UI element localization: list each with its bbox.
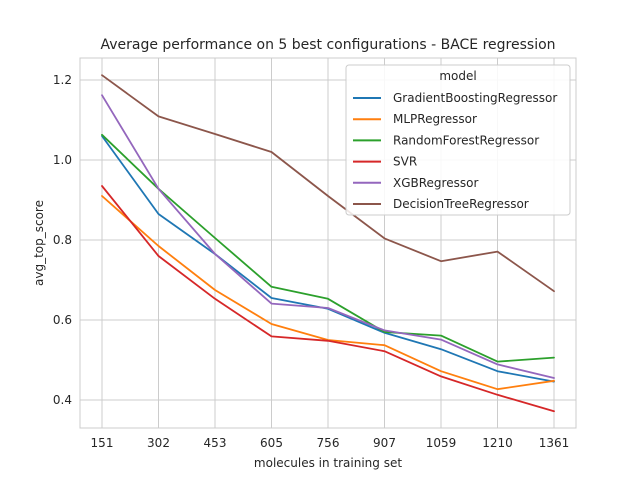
legend-label: XGBRegressor — [393, 176, 478, 190]
x-axis-label: molecules in training set — [254, 456, 402, 470]
chart-title: Average performance on 5 best configurat… — [100, 37, 555, 53]
x-axis-ticks: 151 302 453 605 756 907 1059 1210 1361 — [91, 436, 570, 450]
series-line-svr — [101, 185, 555, 413]
series-layer — [101, 74, 555, 413]
x-tick-label: 605 — [260, 436, 283, 450]
legend-item: XGBRegressor — [353, 176, 478, 190]
x-tick-label: 1059 — [426, 436, 457, 450]
legend-item: MLPRegressor — [353, 112, 477, 126]
legend-item: GradientBoostingRegressor — [353, 91, 557, 105]
legend-item: SVR — [353, 155, 417, 169]
legend-box — [345, 64, 571, 216]
y-tick-label: 1.2 — [53, 73, 72, 87]
legend-item: DecisionTreeRegressor — [353, 197, 529, 211]
y-tick-label: 0.6 — [53, 313, 72, 327]
legend-label: RandomForestRegressor — [393, 133, 539, 147]
y-tick-label: 1.0 — [53, 153, 72, 167]
x-tick-label: 907 — [373, 436, 396, 450]
y-tick-label: 0.8 — [53, 233, 72, 247]
x-tick-label: 756 — [317, 436, 340, 450]
series-line-randomforestregressor — [101, 133, 555, 363]
x-tick-label: 302 — [147, 436, 170, 450]
legend-item: RandomForestRegressor — [353, 133, 539, 147]
legend: model GradientBoostingRegressor MLPRegres… — [345, 64, 571, 216]
x-tick-label: 1361 — [539, 436, 570, 450]
y-axis-label: avg_top_score — [32, 200, 46, 286]
legend-label: SVR — [393, 155, 417, 169]
x-tick-label: 151 — [91, 436, 114, 450]
y-axis-ticks: 0.4 0.6 0.8 1.0 1.2 — [53, 73, 72, 407]
legend-items: GradientBoostingRegressor MLPRegressor Ran… — [353, 91, 557, 211]
legend-title: model — [439, 69, 476, 83]
legend-label: MLPRegressor — [393, 112, 477, 126]
x-tick-label: 453 — [204, 436, 227, 450]
series-line-decisiontreeregressor — [101, 74, 555, 293]
series-line-xgbregressor — [101, 94, 555, 379]
y-tick-label: 0.4 — [53, 393, 72, 407]
legend-label: GradientBoostingRegressor — [393, 91, 557, 105]
legend-label: DecisionTreeRegressor — [393, 197, 529, 211]
x-tick-label: 1210 — [482, 436, 513, 450]
